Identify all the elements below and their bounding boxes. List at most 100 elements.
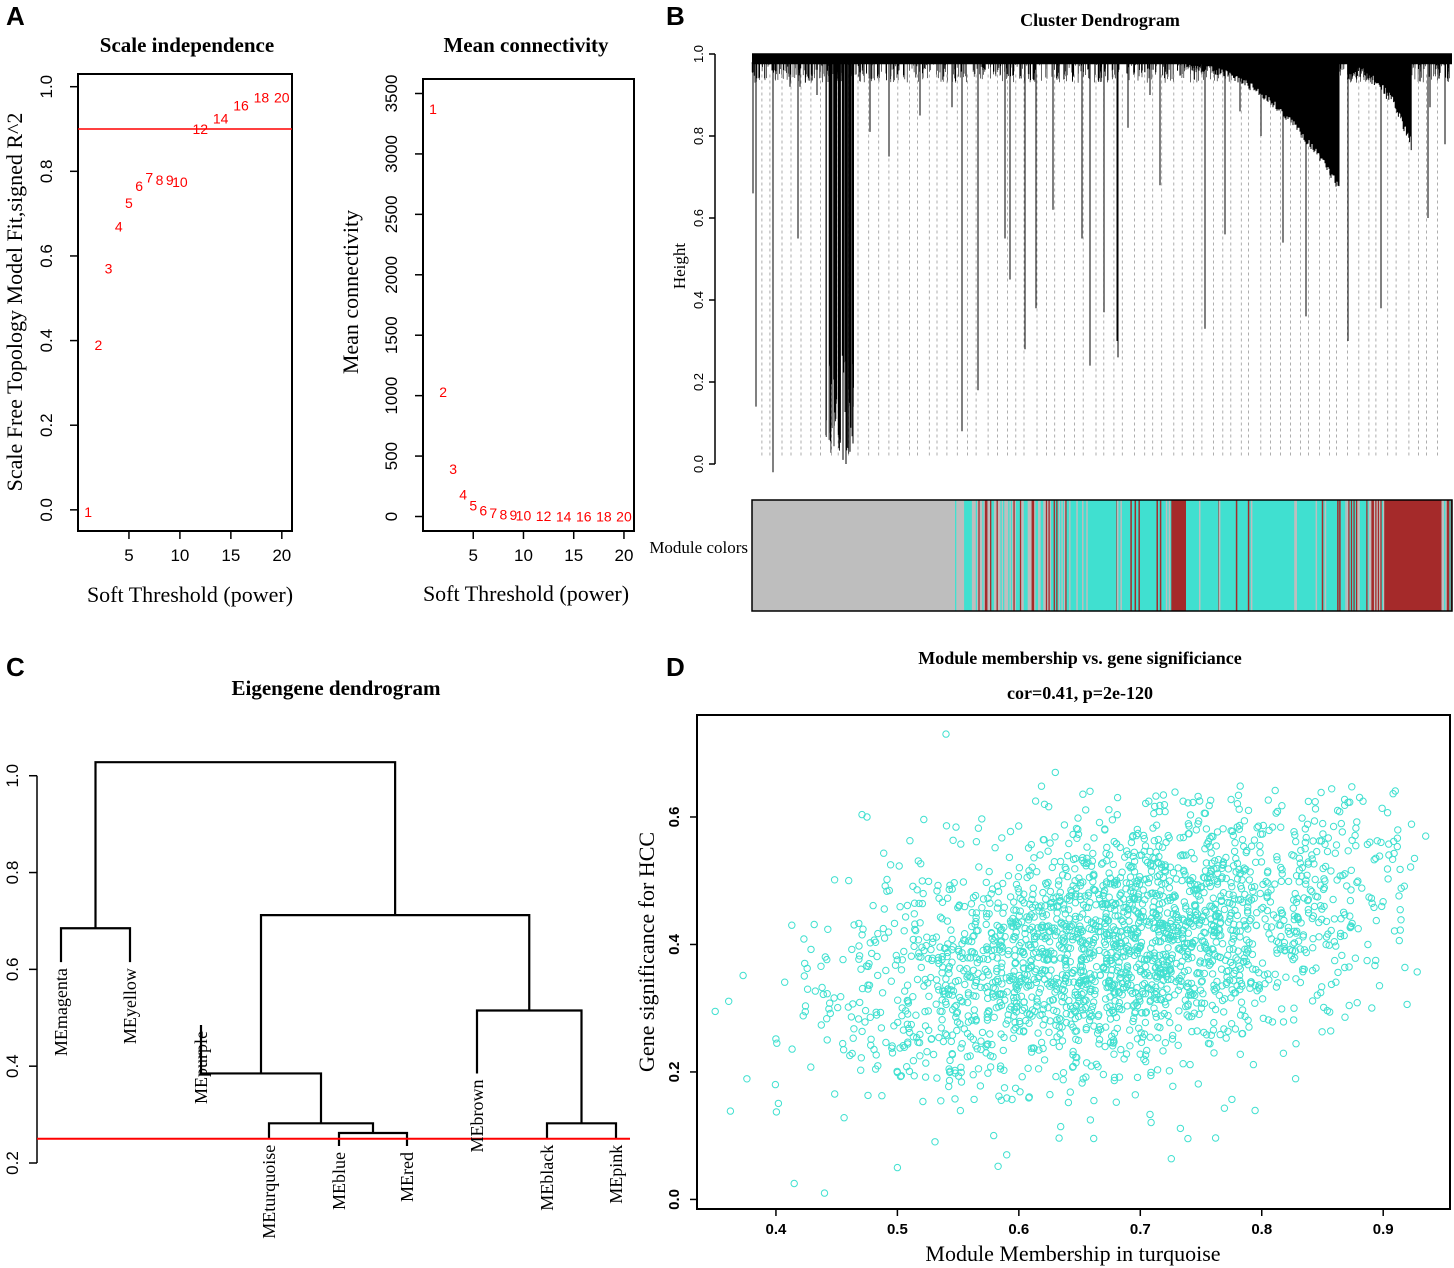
d-point [1377,838,1385,847]
d-point [870,936,878,944]
d-point [1132,999,1140,1007]
d-point [1355,793,1364,802]
d-point [952,1013,960,1021]
d-point [1106,1015,1115,1023]
d-point [1130,857,1139,866]
d-point [1021,924,1029,933]
d-point [1194,820,1202,828]
d-point [945,1076,954,1085]
d-point [1312,892,1320,900]
d-point [1290,912,1299,920]
d-point [1034,974,1042,982]
d-point [963,965,971,973]
d-point [883,875,891,884]
b-colorbar-stripe [982,500,984,611]
d-point [1241,945,1249,953]
d-point [1036,851,1044,859]
d-point [1220,1025,1228,1033]
c-leaf-label: MEmagenta [51,968,71,1056]
c-ytick-label: 1.0 [3,764,22,788]
d-point [1139,907,1147,916]
d-point [1012,906,1020,914]
d-point [1040,800,1049,808]
d-point [1069,855,1078,864]
d-point [1112,876,1121,885]
d-point [1159,988,1167,997]
d-point [1101,919,1109,928]
d-point [824,925,832,933]
d-point [1025,1019,1033,1027]
d-point [1073,834,1081,842]
c-branch-brown [475,1009,583,1124]
d-point [1372,854,1380,862]
d-point [1086,987,1095,996]
b-colorbar-stripe [1355,500,1358,611]
d-point [1141,842,1150,850]
d-point [979,955,988,963]
d-point [964,937,973,945]
d-point [1232,854,1240,863]
d-point [1189,922,1198,930]
d-point [916,1052,924,1060]
d-point [857,1066,865,1074]
d-point [910,910,918,918]
d-point [1133,1073,1142,1082]
d-point [1157,860,1166,868]
d-point [869,901,877,910]
d-point [1106,993,1114,1001]
d-point [890,1022,898,1030]
d-point [1257,858,1266,866]
d-point [974,824,983,832]
d-point [942,944,950,952]
d-point [1278,909,1286,917]
d-point [1105,979,1114,988]
d-point [1249,1060,1258,1069]
d-point [1188,991,1196,999]
d-point [925,992,933,1000]
b-colorbar-stripe [1005,500,1008,611]
d-point [1219,825,1227,833]
d-point [923,1048,931,1056]
d-point [1093,1029,1102,1037]
d-point [982,909,991,918]
d-point [868,949,876,958]
d-point [1058,998,1066,1006]
d-point [1105,869,1113,877]
d-point [1140,835,1149,843]
b-colorbar-stripe [1038,500,1040,611]
a2-point-label: 14 [556,508,572,524]
d-point [1146,1033,1154,1041]
d-point [982,920,990,929]
d-point [880,849,888,857]
a2-ytick-label: 1500 [382,316,401,354]
d-point [1029,949,1038,958]
d-point [954,903,962,912]
d-point [1294,937,1303,945]
d-point [997,990,1005,998]
d-point [1172,977,1180,986]
d-point [1077,966,1085,974]
d-point [1162,1000,1170,1009]
d-point [1227,994,1235,1002]
d-point [1060,905,1068,913]
d-point [1156,970,1164,978]
d-point [1194,1080,1203,1088]
d-point [906,837,914,845]
d-point [1164,930,1172,939]
b-colorbar-stripe [1442,500,1445,611]
d-point [1147,867,1156,875]
d-point [960,902,969,911]
d-point [984,1069,992,1077]
d-point [861,1018,869,1026]
d-point [1142,1057,1150,1066]
d-point [1336,932,1345,941]
d-point [1159,791,1168,799]
d-point [1077,976,1085,985]
d-point [984,1040,992,1048]
d-point [1231,839,1239,847]
d-point [1271,970,1279,978]
d-ytick-label: 0.0 [666,1189,683,1210]
d-point [1012,1003,1020,1011]
d-point [840,1114,848,1122]
d-point [1046,982,1054,990]
